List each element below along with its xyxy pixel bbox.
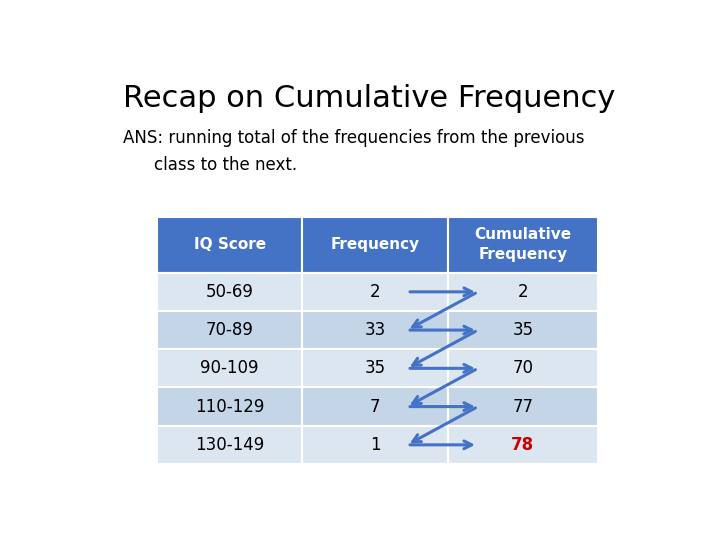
Text: 77: 77 xyxy=(513,397,534,416)
Bar xyxy=(448,426,598,464)
Text: IQ Score: IQ Score xyxy=(194,237,266,252)
Text: 70-89: 70-89 xyxy=(206,321,253,339)
Bar xyxy=(157,388,302,426)
Bar xyxy=(157,311,302,349)
Text: ANS: running total of the frequencies from the previous: ANS: running total of the frequencies fr… xyxy=(124,129,585,147)
Text: 90-109: 90-109 xyxy=(200,359,259,377)
Bar xyxy=(448,388,598,426)
Bar xyxy=(157,426,302,464)
Text: 70: 70 xyxy=(513,359,534,377)
Text: 35: 35 xyxy=(364,359,386,377)
Text: 1: 1 xyxy=(370,436,380,454)
Bar xyxy=(302,217,448,273)
Bar xyxy=(302,311,448,349)
Bar xyxy=(448,349,598,388)
Text: 2: 2 xyxy=(518,283,528,301)
Bar xyxy=(157,273,302,311)
Bar xyxy=(302,426,448,464)
Bar xyxy=(448,311,598,349)
Text: class to the next.: class to the next. xyxy=(154,156,297,174)
Text: 33: 33 xyxy=(364,321,386,339)
Text: Recap on Cumulative Frequency: Recap on Cumulative Frequency xyxy=(123,84,615,112)
Bar xyxy=(302,273,448,311)
Text: Frequency: Frequency xyxy=(330,237,420,252)
Bar xyxy=(448,273,598,311)
Text: 78: 78 xyxy=(511,436,534,454)
Bar xyxy=(157,217,302,273)
Text: 130-149: 130-149 xyxy=(195,436,264,454)
Text: 7: 7 xyxy=(370,397,380,416)
Text: 2: 2 xyxy=(370,283,380,301)
Text: Cumulative
Frequency: Cumulative Frequency xyxy=(474,227,572,262)
Text: 35: 35 xyxy=(512,321,534,339)
Bar xyxy=(448,217,598,273)
Text: 110-129: 110-129 xyxy=(195,397,264,416)
Bar xyxy=(302,388,448,426)
Bar xyxy=(302,349,448,388)
Text: 50-69: 50-69 xyxy=(206,283,253,301)
Bar xyxy=(157,349,302,388)
